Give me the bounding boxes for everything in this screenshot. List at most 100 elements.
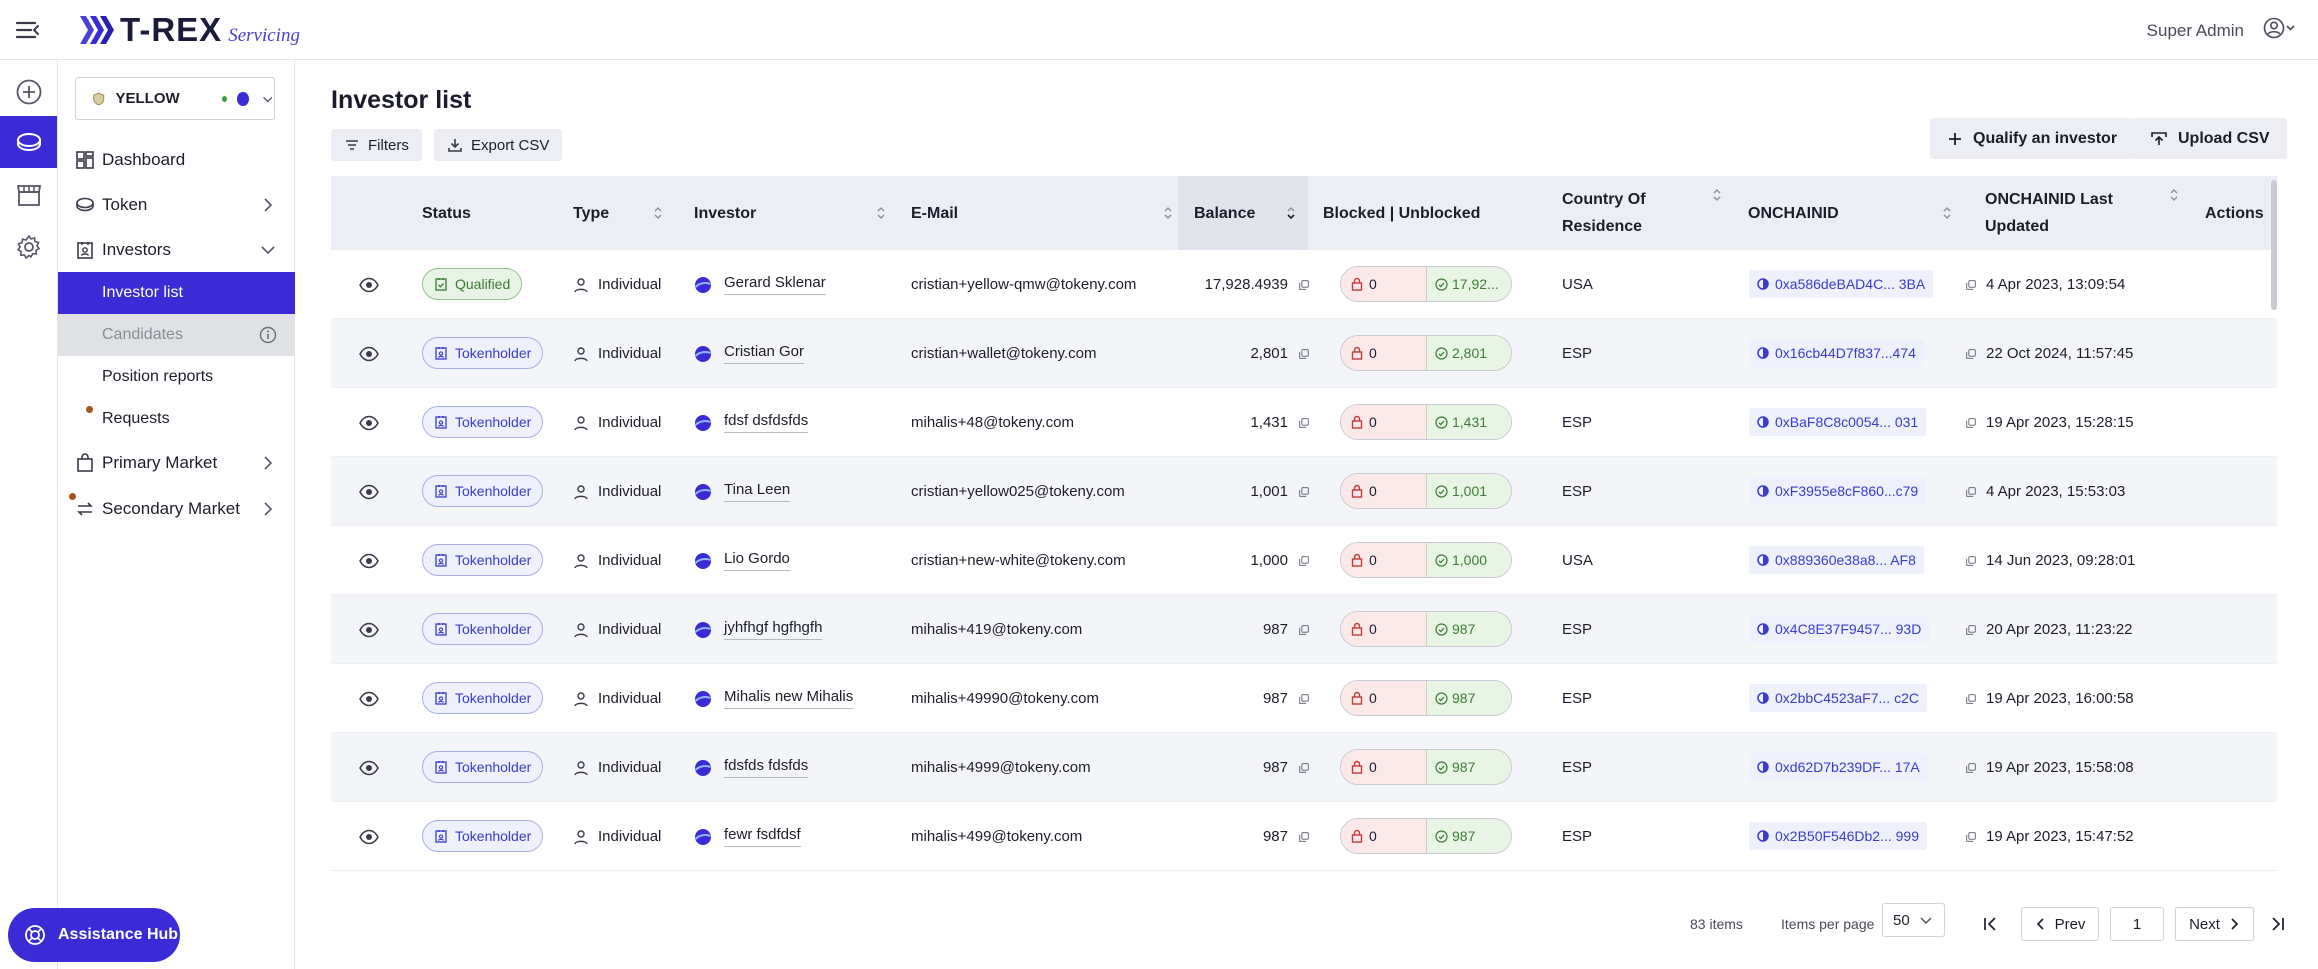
assistance-hub-button[interactable]: Assistance Hub	[8, 908, 180, 962]
table-scrollbar[interactable]	[2271, 180, 2277, 310]
table-row[interactable]: Tokenholder Individual Cristian Gor cristia…	[331, 319, 2277, 388]
balance-copy[interactable]	[1289, 595, 1309, 664]
investor-name[interactable]: fdsfds fdsfds	[724, 757, 809, 778]
copy-icon[interactable]	[1966, 761, 1976, 775]
col-status[interactable]: Status	[422, 204, 471, 222]
token-selector[interactable]: YELLOW	[75, 77, 275, 120]
investor-cell[interactable]: Lio Gordo	[694, 526, 790, 595]
view-eye-icon[interactable]	[359, 551, 379, 571]
copy-icon[interactable]	[1966, 347, 1976, 361]
next-page-button[interactable]: Next	[2175, 907, 2254, 941]
col-type[interactable]: Type	[573, 176, 665, 250]
copy-icon[interactable]	[1299, 416, 1309, 430]
rail-market-icon[interactable]	[0, 169, 57, 221]
onchainid-copy[interactable]	[1956, 319, 1976, 388]
balance-copy[interactable]	[1289, 526, 1309, 595]
table-row[interactable]: Tokenholder Individual fewr fsdfdsf mihalis…	[331, 802, 2277, 871]
investor-cell[interactable]: fewr fsdfdsf	[694, 802, 801, 871]
onchainid-link[interactable]: 0xBaF8C8c0054... 031	[1749, 408, 1927, 436]
onchainid-copy[interactable]	[1956, 664, 1976, 733]
sort-icon[interactable]	[1163, 206, 1173, 220]
onchainid-link[interactable]: 0x16cb44D7f837...474	[1749, 339, 1924, 367]
balance-copy[interactable]	[1289, 457, 1309, 526]
onchainid-link[interactable]: 0xa586deBAD4C... 3BA	[1749, 270, 1934, 298]
balance-copy[interactable]	[1289, 388, 1309, 457]
balance-copy[interactable]	[1289, 733, 1309, 802]
col-balance[interactable]: Balance	[1178, 176, 1308, 250]
copy-icon[interactable]	[1299, 761, 1309, 775]
onchainid-copy[interactable]	[1956, 250, 1976, 319]
onchainid-link[interactable]: 0x889360e38a8... AF8	[1749, 546, 1924, 574]
col-email[interactable]: E-Mail	[911, 176, 1177, 250]
onchainid-copy[interactable]	[1956, 526, 1976, 595]
table-row[interactable]: Tokenholder Individual Lio Gordo cristian+n…	[331, 526, 2277, 595]
investor-cell[interactable]: Tina Leen	[694, 457, 791, 526]
investor-name[interactable]: fewr fsdfdsf	[724, 826, 801, 847]
nav-candidates[interactable]: Candidates	[58, 314, 295, 356]
nav-dashboard[interactable]: Dashboard	[58, 139, 295, 181]
table-row[interactable]: Tokenholder Individual jyhfhgf hgfhgfh miha…	[331, 595, 2277, 664]
copy-icon[interactable]	[1966, 416, 1976, 430]
rail-settings-icon[interactable]	[0, 221, 57, 273]
investor-name[interactable]: Tina Leen	[724, 481, 791, 502]
col-onchainid-updated[interactable]: ONCHAINID Last Updated	[1985, 176, 2181, 250]
nav-requests[interactable]: Requests	[58, 398, 295, 440]
onchainid-copy[interactable]	[1956, 733, 1976, 802]
onchainid-link[interactable]: 0x2B50F546Db2... 999	[1749, 822, 1927, 850]
onchainid-copy[interactable]	[1956, 802, 1976, 871]
info-icon[interactable]	[259, 326, 277, 344]
table-row[interactable]: Tokenholder Individual fdsfds fdsfds mihali…	[331, 733, 2277, 802]
brand-logo[interactable]: T-REX Servicing	[78, 11, 300, 49]
view-eye-icon[interactable]	[359, 275, 379, 295]
table-row[interactable]: Tokenholder Individual Tina Leen cristian+y…	[331, 457, 2277, 526]
filters-button[interactable]: Filters	[331, 129, 422, 161]
copy-icon[interactable]	[1966, 692, 1976, 706]
nav-token[interactable]: Token	[58, 184, 295, 226]
sort-icon[interactable]	[1712, 188, 1722, 202]
upload-csv-button[interactable]: Upload CSV	[2133, 118, 2287, 159]
copy-icon[interactable]	[1299, 692, 1309, 706]
nav-secondary-market[interactable]: Secondary Market	[58, 488, 295, 530]
investor-name[interactable]: Cristian Gor	[724, 343, 805, 364]
copy-icon[interactable]	[1966, 278, 1976, 292]
onchainid-link[interactable]: 0x2bbC4523aF7... c2C	[1749, 684, 1927, 712]
copy-icon[interactable]	[1966, 830, 1976, 844]
view-eye-icon[interactable]	[359, 689, 379, 709]
last-page-button[interactable]	[2264, 907, 2290, 941]
items-per-page-select[interactable]: 50	[1882, 903, 1945, 937]
copy-icon[interactable]	[1299, 485, 1309, 499]
copy-icon[interactable]	[1299, 554, 1309, 568]
view-eye-icon[interactable]	[359, 344, 379, 364]
rail-add-icon[interactable]	[0, 66, 57, 118]
copy-icon[interactable]	[1966, 554, 1976, 568]
onchainid-link[interactable]: 0xF3955e8cF860...c79	[1749, 477, 1927, 505]
investor-cell[interactable]: Cristian Gor	[694, 319, 805, 388]
onchainid-copy[interactable]	[1956, 595, 1976, 664]
view-eye-icon[interactable]	[359, 827, 379, 847]
export-csv-button[interactable]: Export CSV	[434, 129, 563, 161]
copy-icon[interactable]	[1966, 623, 1976, 637]
view-eye-icon[interactable]	[359, 620, 379, 640]
investor-name[interactable]: jyhfhgf hgfhgfh	[724, 619, 823, 640]
copy-icon[interactable]	[1966, 485, 1976, 499]
col-investor[interactable]: Investor	[694, 176, 890, 250]
investor-name[interactable]: fdsf dsfdsfds	[724, 412, 809, 433]
sort-icon[interactable]	[1942, 206, 1952, 220]
copy-icon[interactable]	[1299, 623, 1309, 637]
rail-tokens-icon[interactable]	[0, 116, 57, 168]
copy-icon[interactable]	[1299, 830, 1309, 844]
page-number-input[interactable]: 1	[2110, 907, 2164, 941]
user-menu[interactable]: Super Admin	[2147, 16, 2296, 45]
view-eye-icon[interactable]	[359, 413, 379, 433]
balance-copy[interactable]	[1289, 664, 1309, 733]
onchainid-copy[interactable]	[1956, 388, 1976, 457]
onchainid-link[interactable]: 0x4C8E37F9457... 93D	[1749, 615, 1930, 643]
sort-icon[interactable]	[876, 206, 886, 220]
nav-primary-market[interactable]: Primary Market	[58, 442, 295, 484]
investor-name[interactable]: Mihalis new Mihalis	[724, 688, 854, 709]
investor-name[interactable]: Lio Gordo	[724, 550, 790, 571]
onchainid-link[interactable]: 0xd62D7b239DF... 17A	[1749, 753, 1928, 781]
nav-position-reports[interactable]: Position reports	[58, 356, 295, 398]
qualify-investor-button[interactable]: Qualify an investor	[1930, 118, 2135, 159]
investor-cell[interactable]: fdsf dsfdsfds	[694, 388, 809, 457]
